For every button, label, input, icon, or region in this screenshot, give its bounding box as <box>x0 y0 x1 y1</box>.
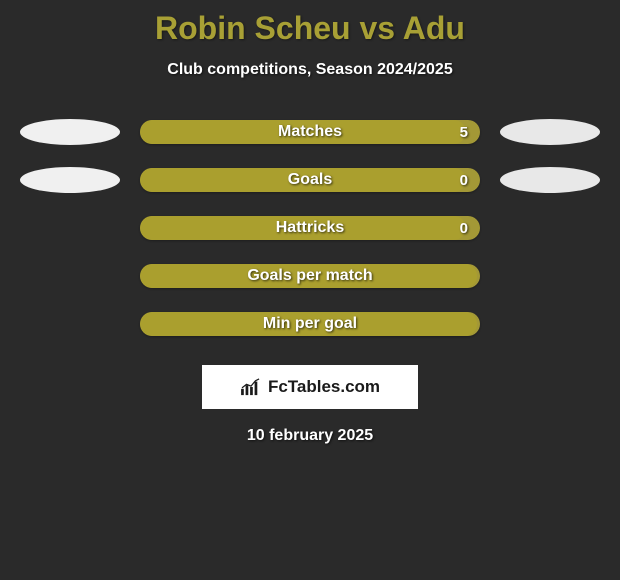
stat-label: Goals <box>140 168 480 192</box>
left-ellipse <box>20 167 120 193</box>
date-label: 10 february 2025 <box>0 427 620 445</box>
comparison-card: Robin Scheu vs Adu Club competitions, Se… <box>0 0 620 445</box>
stat-value: 0 <box>460 168 468 192</box>
stat-row: Goals per match <box>0 263 620 289</box>
right-ellipse <box>500 167 600 193</box>
stat-label: Min per goal <box>140 312 480 336</box>
logo-text: FcTables.com <box>268 377 380 397</box>
stat-bar: Goals per match <box>140 264 480 288</box>
stat-bar: Min per goal <box>140 312 480 336</box>
stat-bar: Matches5 <box>140 120 480 144</box>
stat-bar: Goals0 <box>140 168 480 192</box>
stat-row: Hattricks0 <box>0 215 620 241</box>
stat-row: Matches5 <box>0 119 620 145</box>
stat-value: 0 <box>460 216 468 240</box>
bars-icon <box>240 378 262 396</box>
stat-bar: Hattricks0 <box>140 216 480 240</box>
subtitle: Club competitions, Season 2024/2025 <box>0 61 620 79</box>
stat-label: Hattricks <box>140 216 480 240</box>
stat-label: Goals per match <box>140 264 480 288</box>
stat-label: Matches <box>140 120 480 144</box>
page-title: Robin Scheu vs Adu <box>0 10 620 47</box>
stat-rows: Matches5Goals0Hattricks0Goals per matchM… <box>0 119 620 337</box>
logo-box: FcTables.com <box>202 365 418 409</box>
stat-value: 5 <box>460 120 468 144</box>
right-ellipse <box>500 119 600 145</box>
stat-row: Goals0 <box>0 167 620 193</box>
left-ellipse <box>20 119 120 145</box>
stat-row: Min per goal <box>0 311 620 337</box>
